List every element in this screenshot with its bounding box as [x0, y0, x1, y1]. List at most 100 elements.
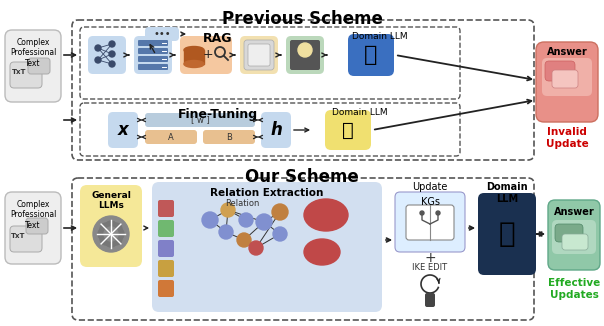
Circle shape [100, 233, 112, 245]
Text: 🦙: 🦙 [499, 220, 515, 248]
Text: [ w ]: [ w ] [191, 115, 210, 125]
FancyBboxPatch shape [145, 113, 255, 127]
Text: A: A [168, 132, 174, 141]
Circle shape [112, 228, 124, 240]
Circle shape [272, 204, 288, 220]
Text: TxT: TxT [11, 233, 25, 239]
Text: Previous Scheme: Previous Scheme [222, 10, 382, 28]
Text: Domain
LLM: Domain LLM [486, 182, 528, 204]
FancyBboxPatch shape [138, 64, 168, 70]
FancyBboxPatch shape [158, 280, 174, 297]
FancyBboxPatch shape [562, 234, 588, 250]
Bar [184, 50, 204, 64]
FancyBboxPatch shape [158, 200, 174, 217]
FancyBboxPatch shape [545, 61, 575, 81]
Circle shape [93, 216, 129, 252]
FancyBboxPatch shape [348, 34, 394, 76]
FancyBboxPatch shape [203, 130, 255, 144]
FancyBboxPatch shape [552, 70, 578, 88]
FancyBboxPatch shape [478, 193, 536, 275]
FancyBboxPatch shape [425, 293, 435, 307]
Circle shape [256, 214, 272, 230]
FancyBboxPatch shape [286, 36, 324, 74]
Circle shape [110, 233, 122, 245]
Circle shape [237, 233, 251, 247]
Circle shape [98, 228, 110, 240]
FancyBboxPatch shape [134, 36, 172, 74]
FancyBboxPatch shape [240, 36, 278, 74]
Text: Invalid
Update: Invalid Update [545, 127, 588, 149]
Text: Effective
Updates: Effective Updates [548, 278, 600, 300]
Text: B: B [226, 132, 232, 141]
Circle shape [221, 203, 235, 217]
Circle shape [95, 45, 101, 51]
FancyBboxPatch shape [138, 40, 168, 46]
Circle shape [104, 227, 118, 241]
Text: IKE EDIT: IKE EDIT [413, 263, 448, 273]
FancyBboxPatch shape [138, 56, 168, 62]
Text: Domain LLM: Domain LLM [352, 32, 408, 41]
Text: Fine-Tuning: Fine-Tuning [178, 108, 258, 121]
Circle shape [105, 235, 117, 247]
FancyBboxPatch shape [88, 36, 126, 74]
Text: h: h [270, 121, 282, 139]
FancyBboxPatch shape [158, 260, 174, 277]
Text: Relation: Relation [225, 199, 259, 208]
FancyBboxPatch shape [325, 110, 371, 150]
Text: KGs: KGs [420, 197, 440, 207]
Circle shape [105, 221, 117, 233]
Text: Domain LLM: Domain LLM [332, 108, 388, 117]
FancyBboxPatch shape [26, 218, 48, 234]
FancyBboxPatch shape [158, 240, 174, 257]
Circle shape [298, 43, 312, 57]
FancyBboxPatch shape [10, 62, 42, 88]
Text: Relation Extraction: Relation Extraction [210, 188, 324, 198]
Circle shape [273, 227, 287, 241]
Text: +: + [424, 251, 436, 265]
Circle shape [420, 211, 424, 215]
Circle shape [95, 57, 101, 63]
Text: 🦙: 🦙 [364, 45, 378, 65]
Circle shape [202, 212, 218, 228]
Text: Update: Update [413, 182, 448, 192]
FancyBboxPatch shape [152, 182, 382, 312]
Circle shape [109, 61, 115, 67]
FancyBboxPatch shape [80, 185, 142, 267]
Ellipse shape [184, 61, 204, 67]
Ellipse shape [184, 47, 204, 53]
Text: Our Scheme: Our Scheme [245, 168, 359, 186]
FancyBboxPatch shape [145, 130, 197, 144]
Text: +: + [203, 49, 213, 62]
Circle shape [249, 241, 263, 255]
Text: General
LLMs: General LLMs [91, 191, 131, 210]
FancyBboxPatch shape [180, 36, 232, 74]
Circle shape [100, 223, 112, 235]
Ellipse shape [304, 239, 340, 265]
Text: Answer: Answer [547, 47, 587, 57]
FancyBboxPatch shape [395, 192, 465, 252]
Circle shape [436, 211, 440, 215]
FancyBboxPatch shape [548, 200, 600, 270]
FancyBboxPatch shape [261, 112, 291, 148]
FancyBboxPatch shape [10, 226, 42, 252]
FancyBboxPatch shape [145, 27, 179, 41]
FancyBboxPatch shape [108, 112, 138, 148]
FancyBboxPatch shape [542, 58, 592, 96]
Text: Complex
Professional
Text: Complex Professional Text [10, 200, 56, 230]
Text: Answer: Answer [554, 207, 594, 217]
FancyBboxPatch shape [5, 192, 61, 264]
FancyBboxPatch shape [28, 58, 50, 74]
FancyBboxPatch shape [555, 224, 583, 242]
Circle shape [109, 41, 115, 47]
FancyBboxPatch shape [290, 40, 320, 70]
Text: 🦙: 🦙 [342, 121, 354, 140]
FancyBboxPatch shape [138, 48, 168, 54]
FancyBboxPatch shape [552, 220, 596, 254]
Circle shape [110, 223, 122, 235]
Text: x: x [118, 121, 129, 139]
Text: TxT: TxT [11, 69, 26, 75]
FancyBboxPatch shape [158, 220, 174, 237]
FancyBboxPatch shape [536, 42, 598, 122]
Circle shape [219, 225, 233, 239]
Text: •••: ••• [153, 29, 171, 39]
